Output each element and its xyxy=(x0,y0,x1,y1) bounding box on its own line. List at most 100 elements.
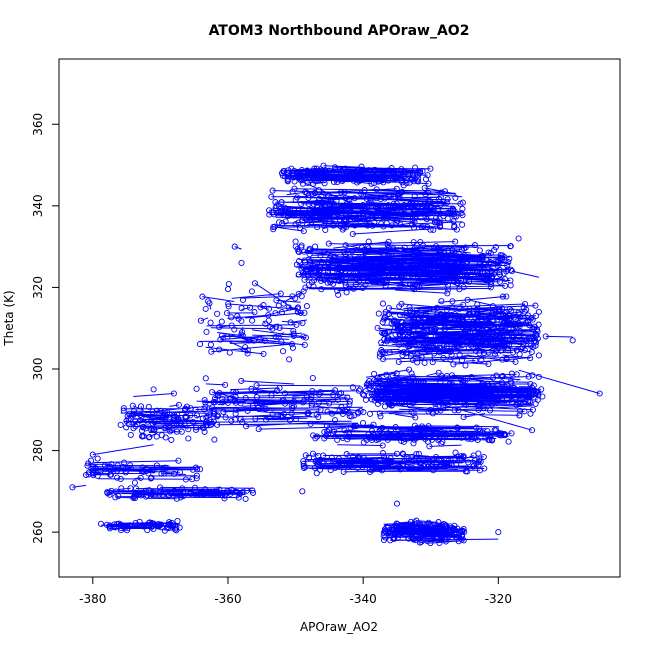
data-point xyxy=(225,303,232,310)
data-point xyxy=(447,348,454,355)
data-point xyxy=(507,282,514,289)
data-point xyxy=(400,438,408,445)
data-point xyxy=(401,531,408,538)
data-point xyxy=(140,522,147,529)
data-point xyxy=(476,342,483,349)
data-point xyxy=(417,238,424,246)
data-point xyxy=(173,495,180,502)
data-point xyxy=(480,332,487,339)
data-point xyxy=(464,375,471,382)
data-point xyxy=(452,249,459,256)
data-point xyxy=(309,271,316,278)
data-point xyxy=(501,276,509,283)
data-point xyxy=(437,219,444,226)
data-point xyxy=(424,523,432,530)
data-point xyxy=(443,306,450,313)
data-point xyxy=(235,315,242,322)
data-point xyxy=(451,222,458,229)
data-point xyxy=(253,394,260,401)
data-point xyxy=(265,317,272,324)
data-point xyxy=(429,359,436,366)
data-point xyxy=(255,404,262,411)
data-point xyxy=(496,271,503,278)
data-point xyxy=(460,318,467,325)
data-point xyxy=(406,304,413,311)
data-point xyxy=(217,336,224,343)
data-point xyxy=(449,304,456,311)
data-point xyxy=(432,391,439,398)
data-point xyxy=(413,385,420,392)
data-point xyxy=(227,395,234,402)
data-point xyxy=(461,245,468,252)
data-point xyxy=(500,319,508,326)
data-point xyxy=(431,457,438,464)
data-point xyxy=(461,388,468,395)
data-point xyxy=(251,280,259,287)
data-point xyxy=(146,433,153,440)
data-point xyxy=(108,461,115,468)
data-point xyxy=(209,404,216,411)
data-point xyxy=(324,279,331,286)
data-point xyxy=(381,314,388,321)
data-point xyxy=(378,255,385,262)
data-point xyxy=(439,400,446,407)
data-point xyxy=(397,272,404,279)
data-point xyxy=(307,246,314,253)
data-point xyxy=(462,362,469,369)
data-point xyxy=(398,275,405,282)
data-point xyxy=(364,272,371,279)
data-point xyxy=(380,394,388,401)
data-point xyxy=(210,413,217,420)
data-point xyxy=(406,343,413,350)
data-point xyxy=(232,488,239,495)
data-point xyxy=(422,332,429,339)
data-point xyxy=(292,415,300,423)
data-point xyxy=(239,332,246,339)
data-point xyxy=(279,348,287,355)
data-point xyxy=(69,484,76,491)
data-point xyxy=(166,520,173,528)
data-point xyxy=(249,487,256,494)
data-point xyxy=(441,188,449,195)
data-point xyxy=(460,301,467,308)
data-point xyxy=(353,422,360,430)
data-point xyxy=(242,495,249,502)
data-point xyxy=(478,315,485,322)
data-point xyxy=(112,524,119,531)
data-point xyxy=(364,243,371,250)
data-point xyxy=(347,254,354,261)
data-point xyxy=(376,206,383,213)
data-point xyxy=(398,300,405,307)
data-point xyxy=(496,278,503,285)
data-point xyxy=(288,410,295,417)
data-point xyxy=(467,271,474,278)
data-point xyxy=(489,303,496,310)
data-point xyxy=(168,436,175,443)
data-point xyxy=(321,212,328,220)
data-point xyxy=(326,400,333,407)
data-point xyxy=(521,308,528,315)
data-point xyxy=(393,264,401,271)
data-point xyxy=(275,334,282,341)
data-point xyxy=(471,430,478,437)
data-point xyxy=(362,388,369,395)
data-point xyxy=(503,293,510,300)
data-point xyxy=(256,335,263,342)
data-point xyxy=(486,258,494,265)
data-point xyxy=(527,380,534,388)
data-point xyxy=(85,471,92,478)
data-point xyxy=(398,318,405,325)
data-point xyxy=(399,319,406,326)
data-point xyxy=(218,491,225,498)
data-point xyxy=(479,252,486,259)
data-point xyxy=(432,341,439,348)
data-point xyxy=(460,454,467,461)
data-point xyxy=(385,238,392,245)
data-point xyxy=(415,273,422,281)
data-point xyxy=(171,416,178,423)
data-point xyxy=(332,460,339,468)
data-point xyxy=(216,390,223,397)
data-point xyxy=(290,174,297,181)
data-point xyxy=(295,290,302,297)
data-point xyxy=(373,395,380,402)
